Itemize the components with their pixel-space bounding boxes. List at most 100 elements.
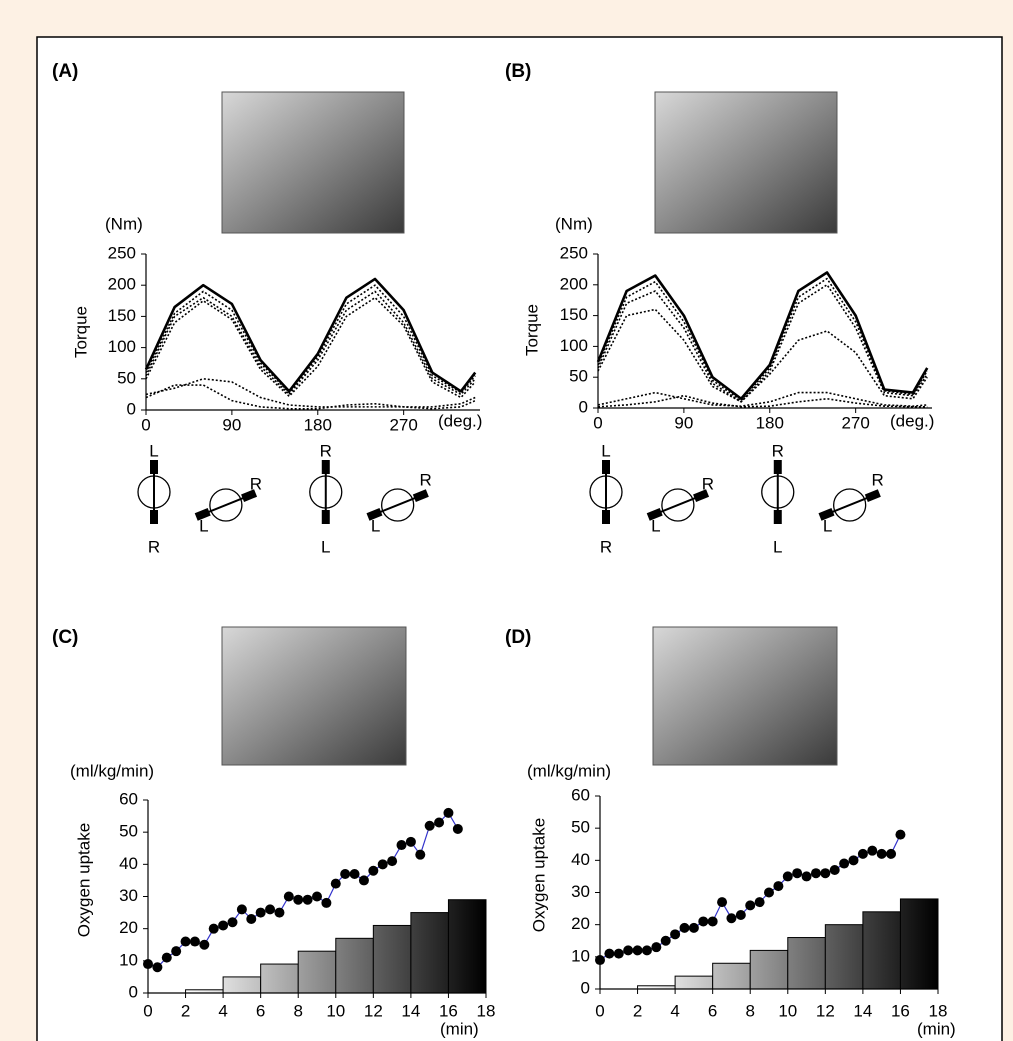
data-point (415, 849, 426, 860)
crank-arm (321, 460, 330, 524)
load-step (899, 898, 939, 990)
crank-label: R (872, 470, 884, 489)
pedal (773, 460, 782, 474)
torque-line (597, 391, 928, 407)
data-point (810, 868, 821, 879)
data-point (595, 955, 605, 966)
x-tick-label: 2 (181, 1001, 190, 1020)
y-tick-label: 100 (560, 336, 588, 355)
data-point (349, 868, 360, 879)
data-point (820, 868, 831, 879)
data-point (143, 959, 153, 970)
data-point (218, 920, 229, 931)
crank-label: R (600, 537, 612, 556)
torque-line (596, 271, 929, 401)
data-point (368, 865, 379, 876)
load-step (787, 937, 826, 990)
crank-label: L (321, 537, 330, 556)
crank-icon (589, 460, 623, 524)
y-tick-label: 250 (560, 243, 588, 262)
crank-arm (602, 460, 610, 524)
y-tick-label: 50 (119, 822, 138, 841)
crank-label: L (371, 516, 380, 535)
x-tick-label: 270 (389, 415, 417, 434)
data-point (434, 817, 445, 828)
data-point (623, 945, 634, 956)
y-tick-label: 0 (129, 982, 138, 1001)
data-point (152, 962, 163, 973)
x-tick-label: 180 (756, 413, 784, 432)
data-point (801, 871, 812, 882)
x-tick-label: 6 (708, 1001, 717, 1020)
x-tick-label: 10 (326, 1001, 345, 1020)
crank-label: R (148, 537, 160, 556)
data-point (782, 871, 793, 882)
data-point (641, 945, 652, 956)
load-step (335, 937, 374, 994)
torque-line (597, 283, 928, 403)
pedal (773, 510, 782, 524)
data-point (452, 823, 463, 834)
x-tick-label: 0 (141, 415, 150, 434)
y-tick-label: 150 (560, 305, 588, 324)
crank-icon (818, 488, 881, 522)
y-tick-label: 20 (119, 918, 138, 937)
x-tick-label: 8 (293, 1001, 302, 1020)
x-tick-label: 2 (633, 1001, 642, 1020)
y-tick-label: 30 (571, 882, 590, 901)
y-tick-label: 250 (108, 243, 136, 262)
x-tick-label: 14 (853, 1001, 872, 1020)
pedal (321, 460, 330, 474)
data-point (867, 845, 878, 856)
load-step (674, 975, 714, 990)
load-step (824, 924, 864, 990)
x-tick-label: 270 (841, 413, 869, 432)
x-tick-label: 14 (401, 1001, 420, 1020)
y-tick-label: 100 (108, 337, 136, 356)
data-point (792, 868, 803, 879)
x-tick-label: 12 (816, 1001, 835, 1020)
data-point (358, 875, 369, 886)
crank-arm (773, 460, 782, 524)
crank-arm (646, 489, 710, 521)
pedal (412, 489, 429, 502)
load-step (297, 950, 337, 994)
panel-label: (D) (505, 627, 531, 648)
crank-arm (194, 489, 258, 521)
y-tick-label: 200 (560, 274, 588, 293)
y-tick-label: 50 (571, 818, 590, 837)
y-tick-label: 40 (571, 850, 590, 869)
data-point (208, 923, 219, 934)
x-unit: (min) (440, 1019, 479, 1038)
data-point (246, 914, 257, 925)
load-step (712, 962, 751, 990)
data-point (613, 948, 624, 959)
y-axis-label: Oxygen uptake (529, 818, 548, 932)
y-tick-label: 30 (119, 886, 138, 905)
pedal (693, 489, 710, 502)
data-point (405, 836, 416, 847)
y-tick-label: 40 (119, 854, 138, 873)
y-axis-label: Torque (71, 306, 90, 358)
data-point (679, 922, 690, 933)
x-tick-label: 4 (670, 1001, 679, 1020)
data-point (340, 868, 351, 879)
data-point (857, 848, 868, 859)
y-tick-label: 20 (571, 914, 590, 933)
x-tick-label: 8 (745, 1001, 754, 1020)
load-step (260, 963, 299, 994)
photo (221, 626, 407, 766)
crank-label: L (823, 516, 832, 535)
data-point (293, 894, 304, 905)
crank-icon (761, 460, 795, 524)
crank-arm (150, 460, 158, 524)
data-point (604, 948, 615, 959)
data-point (829, 864, 840, 875)
figure-frame (36, 36, 1003, 1041)
data-point (876, 848, 887, 859)
data-point (255, 907, 266, 918)
crank-label: R (420, 470, 432, 489)
data-point (171, 946, 182, 957)
